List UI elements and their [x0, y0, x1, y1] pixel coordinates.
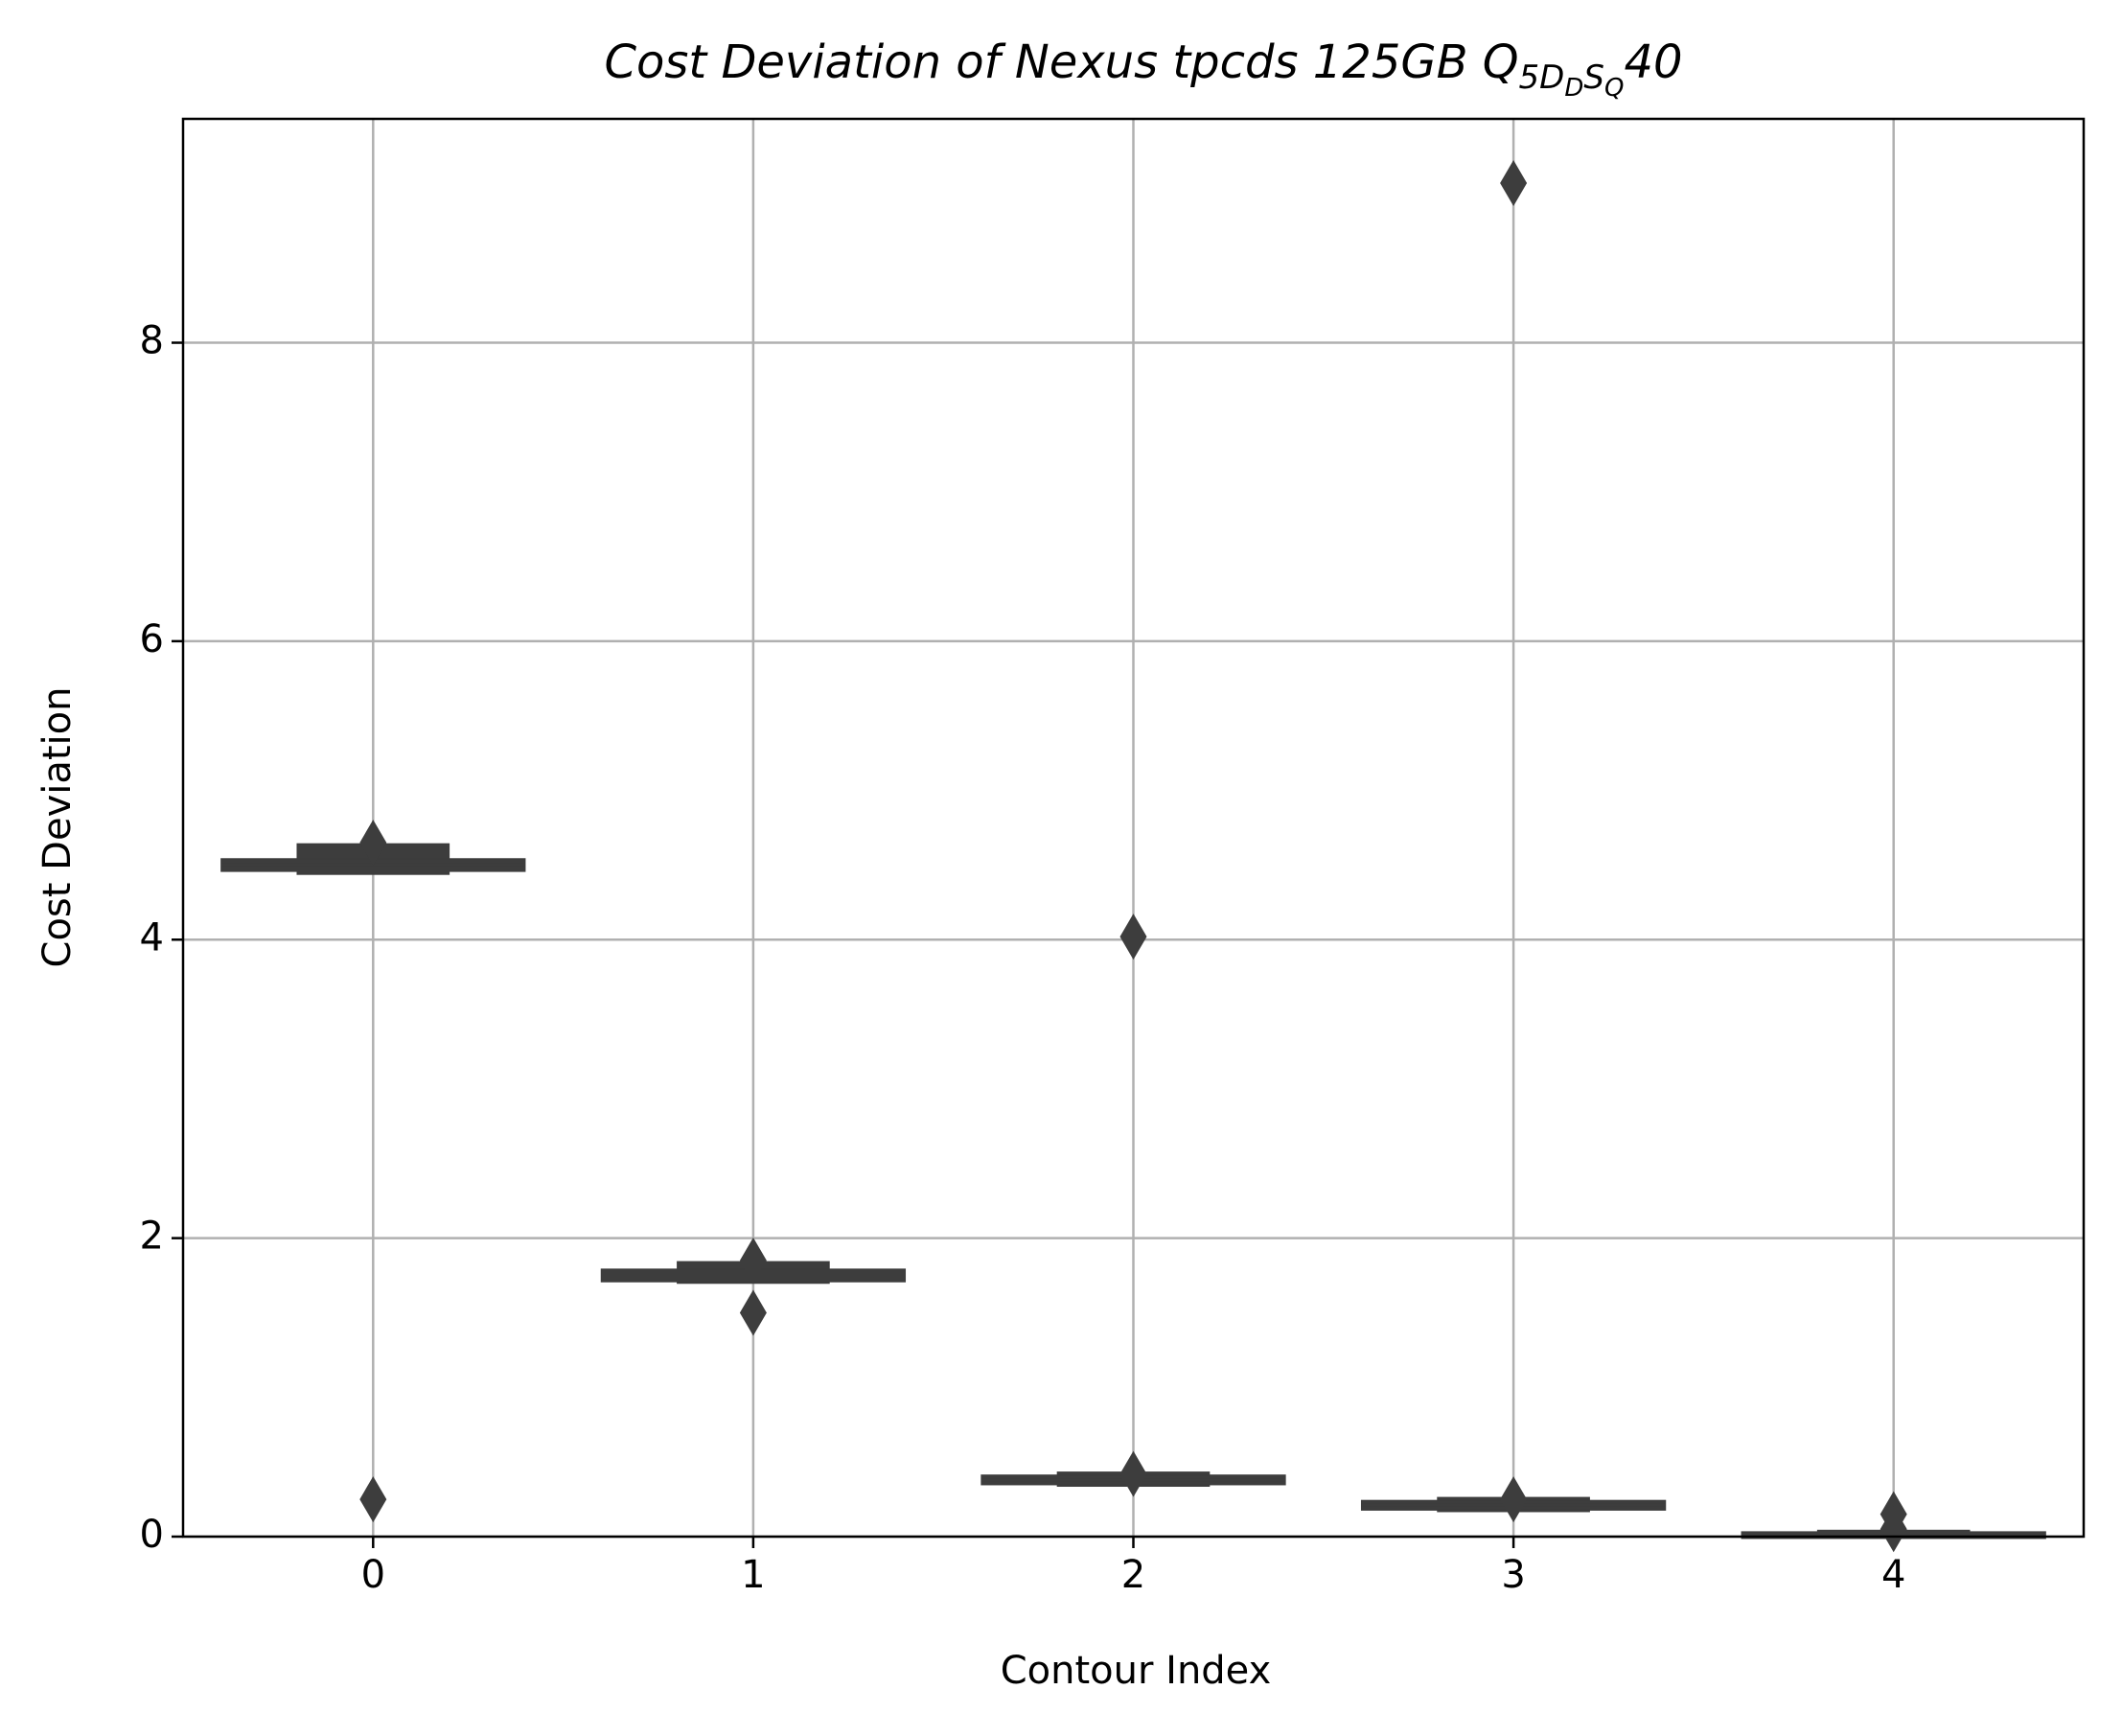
outlier — [1119, 1450, 1147, 1497]
x-tick-label: 3 — [1501, 1553, 1525, 1597]
outlier — [739, 1289, 767, 1336]
outlier — [1880, 1506, 1907, 1553]
title-part: Cost Deviation of Nexus tpcds 125GB Q — [604, 35, 1518, 89]
outlier — [1500, 159, 1528, 206]
title-part: S — [1583, 58, 1604, 97]
x-tick-label: 0 — [361, 1553, 385, 1597]
y-tick-label: 4 — [140, 915, 164, 960]
title-part: 40 — [1624, 35, 1682, 89]
outlier — [1500, 1476, 1528, 1523]
outlier — [359, 1476, 387, 1523]
x-axis-label: Contour Index — [1001, 1649, 1272, 1693]
title-part: Q — [1604, 74, 1624, 103]
plot-frame — [181, 117, 2086, 1539]
y-tick-label: 6 — [140, 617, 164, 661]
y-axis-label: Cost Deviation — [35, 687, 80, 968]
x-tick-label: 4 — [1881, 1553, 1905, 1597]
title-part: D — [1564, 74, 1583, 103]
title-part: 5D — [1519, 58, 1565, 97]
y-tick-label: 0 — [140, 1513, 164, 1557]
x-tick-label: 1 — [741, 1553, 765, 1597]
y-tick-label: 8 — [140, 319, 164, 363]
outlier — [359, 820, 387, 867]
outlier — [739, 1237, 767, 1284]
chart-title: Cost Deviation of Nexus tpcds 125GB Q5DD… — [604, 35, 1682, 103]
y-tick-label: 2 — [140, 1215, 164, 1259]
outlier — [1119, 914, 1147, 961]
x-tick-label: 2 — [1121, 1553, 1145, 1597]
